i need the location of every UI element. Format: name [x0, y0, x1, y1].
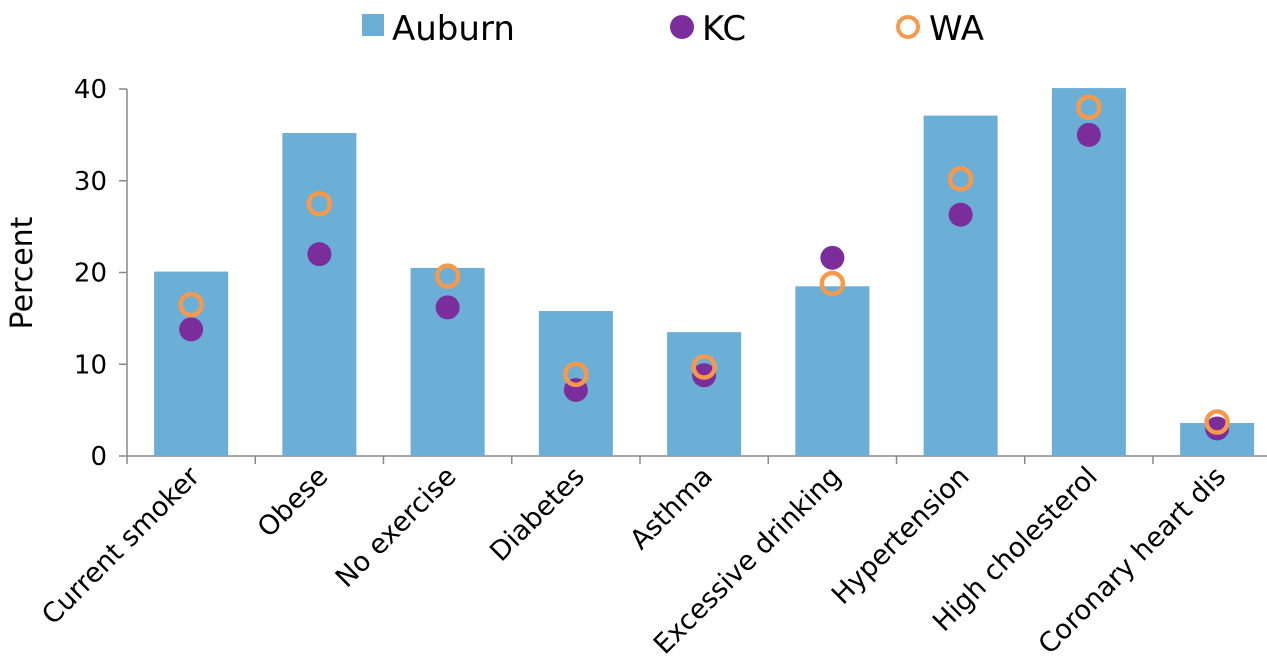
- x-tick-label: Hypertension: [826, 461, 976, 611]
- markers-kc: [179, 122, 1230, 441]
- x-tick-label: No exercise: [330, 461, 463, 594]
- y-axis-title: Percent: [5, 216, 40, 329]
- marker-wa-7: [1076, 94, 1102, 121]
- x-ticks: [126, 456, 1154, 464]
- legend-swatch-wa: [896, 15, 920, 39]
- legend-label-wa: WA: [929, 9, 984, 49]
- marker-wa-3: [563, 361, 589, 388]
- marker-kc-1: [307, 242, 332, 267]
- marker-kc-5: [820, 245, 845, 270]
- legend-label-auburn: Auburn: [392, 9, 515, 49]
- y-tick-label: 30: [74, 167, 107, 197]
- marker-wa-8: [1204, 409, 1230, 435]
- bar-auburn-6: [923, 115, 998, 457]
- bars: [154, 88, 1255, 457]
- marker-kc-2: [435, 295, 460, 320]
- y-ticks: 0 10 20 30 40: [74, 75, 127, 472]
- bar-auburn-4: [667, 332, 742, 456]
- x-tick-label: Diabetes: [484, 461, 591, 568]
- y-tick-label: 10: [74, 350, 107, 380]
- marker-wa-0: [178, 291, 204, 318]
- legend-swatch-auburn: [362, 14, 384, 36]
- marker-wa-6: [947, 166, 974, 192]
- marker-kc-6: [948, 202, 973, 227]
- marker-kc-7: [1076, 122, 1101, 147]
- x-tick-label: Current smoker: [36, 460, 207, 631]
- legend-label-kc: KC: [702, 9, 746, 49]
- legend-swatch-kc: [670, 15, 694, 39]
- markers-wa: [178, 94, 1230, 435]
- legend: Auburn KC WA: [362, 9, 984, 49]
- marker-wa-5: [819, 270, 846, 297]
- y-tick-label: 40: [74, 75, 107, 105]
- x-tick-label: Obese: [252, 461, 335, 544]
- bar-auburn-7: [1051, 88, 1126, 457]
- marker-kc-8: [1205, 416, 1230, 441]
- bar-auburn-0: [154, 271, 229, 456]
- x-tick-label: Asthma: [624, 461, 719, 556]
- marker-wa-1: [306, 190, 333, 217]
- y-tick-label: 0: [90, 442, 107, 472]
- bar-auburn-1: [282, 133, 357, 457]
- marker-wa-2: [434, 263, 461, 289]
- marker-wa-4: [691, 354, 717, 380]
- y-tick-label: 20: [74, 259, 107, 289]
- bar-auburn-5: [795, 286, 870, 456]
- marker-kc-0: [179, 317, 204, 342]
